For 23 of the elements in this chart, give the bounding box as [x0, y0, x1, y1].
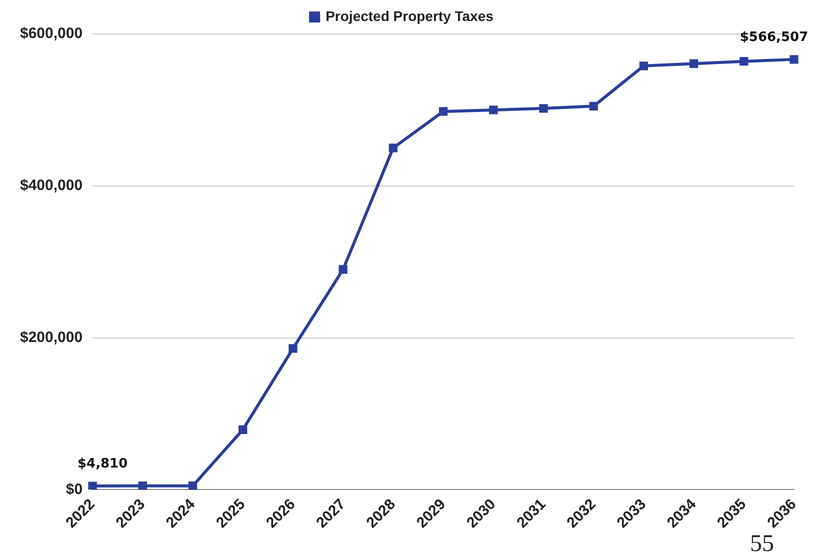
point	[639, 62, 648, 70]
point	[138, 482, 147, 490]
y-tick-label: $0	[66, 480, 83, 498]
y-tick-label: $600,000	[20, 25, 83, 42]
point	[539, 104, 548, 113]
point	[790, 55, 798, 64]
point	[238, 425, 248, 434]
text: 55	[750, 531, 774, 558]
point	[288, 344, 298, 353]
legend-label: Projected Property Taxes	[326, 8, 494, 24]
point	[589, 102, 598, 110]
point	[489, 106, 498, 114]
point	[740, 57, 748, 66]
point	[188, 482, 198, 490]
data-label: $4,810	[77, 456, 128, 472]
y-tick-label: $200,000	[20, 328, 83, 346]
point	[388, 144, 398, 152]
point	[338, 265, 348, 274]
point	[438, 107, 448, 116]
y-tick-label: $400,000	[20, 177, 83, 194]
data-label: $566,507	[740, 30, 808, 45]
point	[88, 482, 97, 490]
point	[689, 59, 698, 68]
